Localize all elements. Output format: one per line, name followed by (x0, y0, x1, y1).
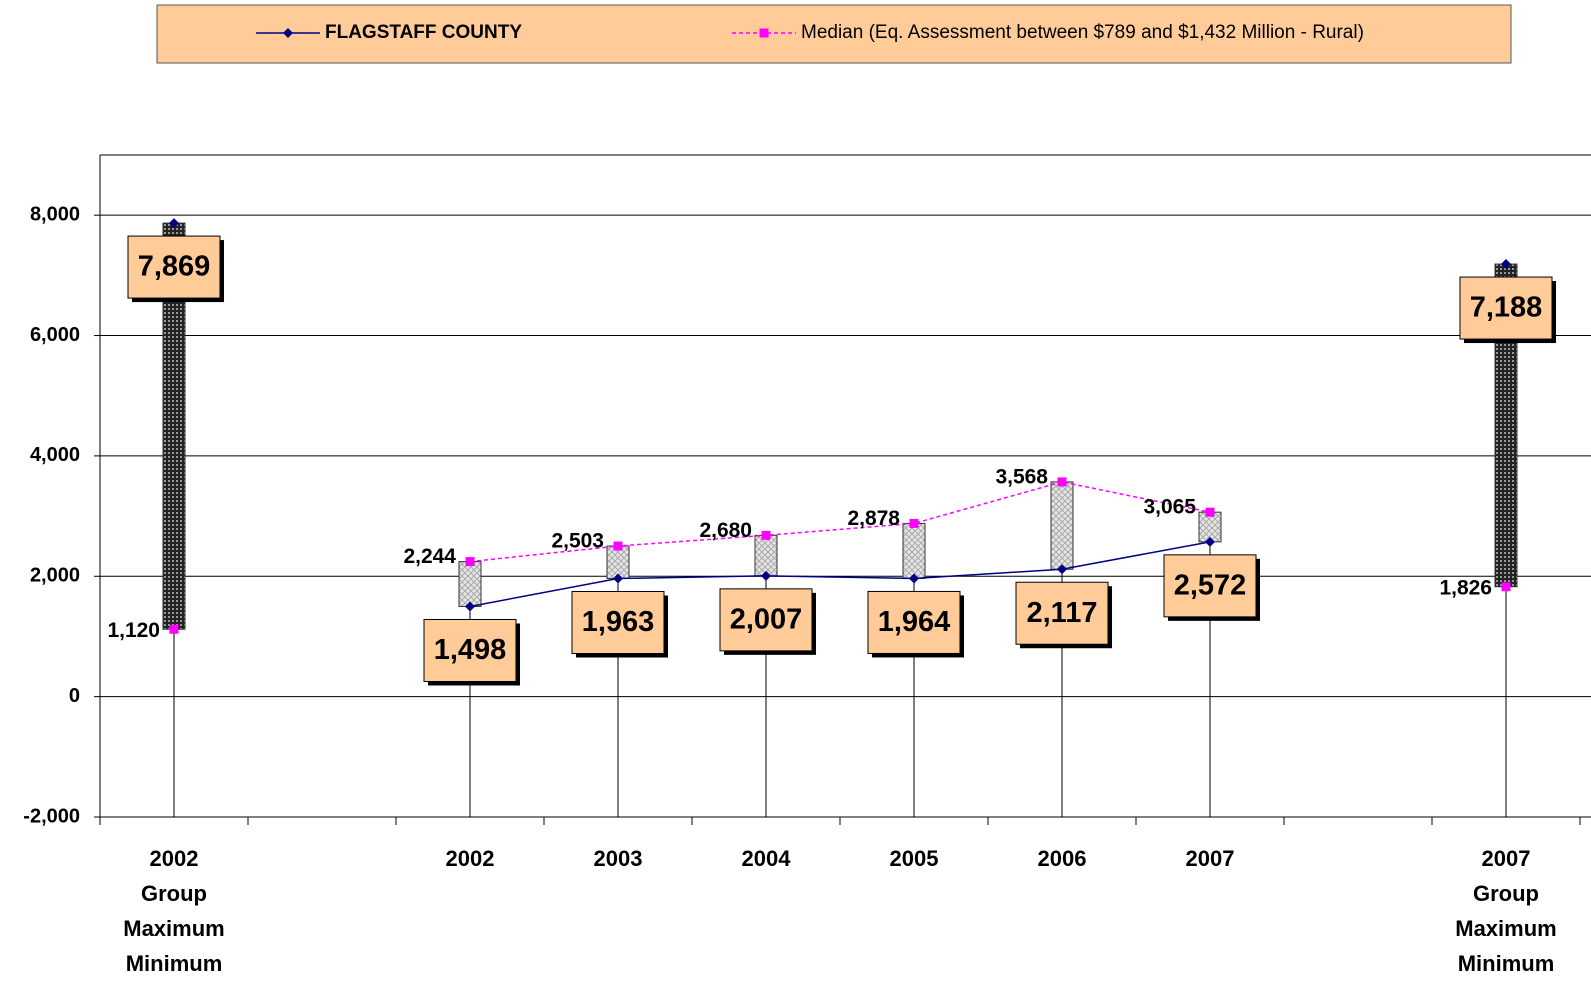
legend-box (156, 4, 1512, 64)
high-low-bar (754, 534, 778, 577)
marker (1501, 259, 1511, 270)
data-label: 2,244 (403, 545, 456, 568)
y-tick-label: 6,000 (30, 324, 80, 346)
data-label: 1,826 (1439, 576, 1492, 599)
legend-marker (759, 28, 769, 38)
data-label: 2,503 (551, 530, 604, 553)
marker (1057, 477, 1067, 487)
label-box (127, 235, 221, 299)
data-label: 1,120 (107, 619, 160, 642)
data-label: 1,963 (582, 606, 655, 638)
marker (909, 573, 919, 584)
label-box (423, 618, 517, 682)
x-tick-label: 2007 (1185, 846, 1235, 871)
data-label: 1,498 (434, 634, 507, 666)
marker (909, 518, 919, 528)
x-tick-label: 2006 (1037, 846, 1087, 871)
x-tick-label: 2003 (593, 846, 643, 871)
marker (465, 557, 475, 567)
label-box (571, 590, 665, 654)
x-tick-label: 2007 Group Maximum Minimum (1455, 846, 1557, 976)
data-label: 2,117 (1027, 597, 1098, 629)
legend-label: FLAGSTAFF COUNTY (325, 22, 522, 43)
label-box (1163, 554, 1257, 618)
high-low-bar (1050, 481, 1074, 570)
marker (613, 541, 623, 551)
y-tick-label: 0 (69, 685, 80, 707)
x-tick-label: 2005 (889, 846, 939, 871)
high-low-bar (458, 561, 482, 607)
data-label: 2,680 (699, 519, 752, 542)
marker (1205, 536, 1215, 547)
high-low-bar (902, 522, 926, 579)
y-tick-label: 4,000 (30, 444, 80, 466)
x-tick-label: 2002 Group Maximum Minimum (123, 846, 225, 976)
data-label: 2,878 (847, 507, 900, 530)
y-tick-label: -2,000 (23, 805, 80, 827)
marker (465, 601, 475, 612)
legend-label: Median (Eq. Assessment between $789 and … (801, 22, 1364, 43)
data-label: 3,065 (1143, 496, 1196, 519)
series-line (469, 541, 1211, 608)
marker (169, 218, 179, 229)
marker (613, 573, 623, 584)
marker (1501, 582, 1511, 592)
y-tick-label: 8,000 (30, 203, 80, 225)
data-label: 2,007 (730, 604, 803, 636)
y-tick-label: 2,000 (30, 565, 80, 587)
data-label: 3,568 (995, 465, 1048, 488)
data-label: 2,572 (1174, 570, 1247, 602)
legend-marker (283, 28, 293, 38)
label-box (1459, 276, 1553, 340)
marker (761, 530, 771, 540)
marker (1205, 507, 1215, 517)
series-line (469, 481, 1211, 563)
data-label: 1,964 (878, 606, 951, 638)
marker (761, 570, 771, 581)
x-tick-label: 2002 (445, 846, 495, 871)
marker (169, 624, 179, 634)
data-label: 7,869 (138, 251, 211, 283)
label-box (1015, 581, 1109, 645)
label-box (719, 588, 813, 652)
label-box (867, 590, 961, 654)
data-label: 7,188 (1470, 292, 1543, 324)
marker (1057, 564, 1067, 575)
x-tick-label: 2004 (741, 846, 791, 871)
